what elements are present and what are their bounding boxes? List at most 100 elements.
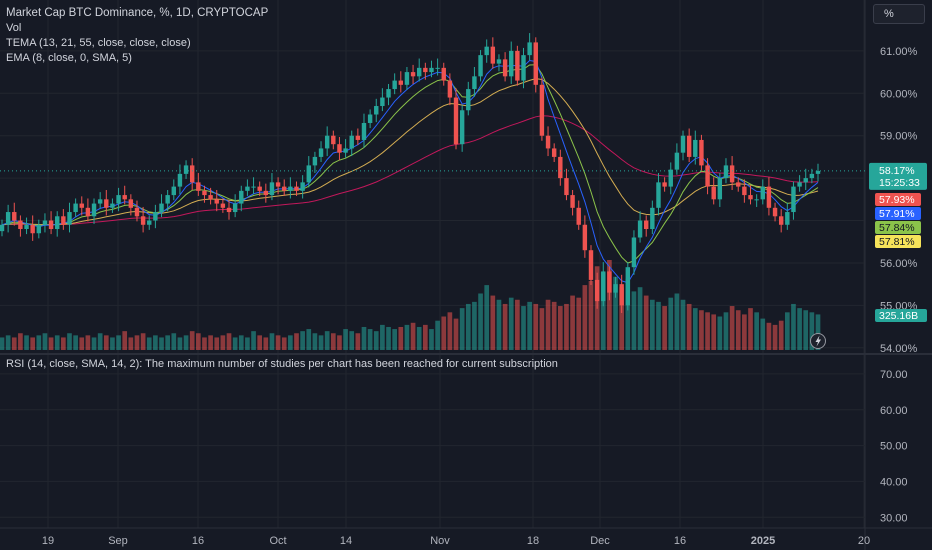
- volume-tag-label: 325.16B: [879, 310, 918, 322]
- volume-bar: [202, 337, 207, 350]
- candle-body: [680, 135, 686, 153]
- volume-bar: [91, 337, 97, 350]
- x-tick-label: Sep: [108, 535, 128, 547]
- candle-body: [723, 165, 729, 179]
- candle-body: [263, 190, 269, 196]
- candle-body: [521, 55, 526, 81]
- volume-bar: [545, 299, 551, 350]
- candle-body: [374, 106, 379, 115]
- volume-bar: [159, 337, 164, 350]
- candle-body: [644, 220, 649, 230]
- candle-body: [349, 135, 354, 149]
- volume-bar: [435, 320, 440, 350]
- volume-bar: [110, 337, 115, 350]
- volume-bar: [423, 324, 428, 350]
- volume-bar: [472, 301, 477, 350]
- candle-body: [42, 220, 48, 225]
- volume-bar: [116, 335, 121, 350]
- volume-bar: [367, 329, 373, 350]
- candle-body: [147, 220, 152, 225]
- volume-bar: [373, 331, 379, 350]
- volume-bar: [650, 299, 655, 350]
- candle-body: [613, 284, 618, 293]
- candle-body: [24, 224, 29, 230]
- candle-body: [778, 216, 784, 225]
- indicator-tag-label: 57.91%: [879, 208, 915, 220]
- candle-body: [128, 199, 134, 208]
- candle-body: [766, 186, 772, 208]
- current-price-tag: [869, 162, 927, 190]
- volume-bar: [815, 314, 821, 350]
- candle-body: [693, 139, 698, 157]
- volume-bar: [67, 333, 72, 350]
- candle-body: [435, 67, 440, 69]
- candle-body: [502, 59, 508, 77]
- volume-bar: [631, 291, 637, 350]
- candle-body: [601, 271, 606, 302]
- candle-body: [558, 156, 563, 179]
- candle-body: [459, 110, 465, 145]
- candle-body: [416, 67, 422, 77]
- volume-tag: [875, 309, 927, 322]
- candle-body: [625, 267, 631, 306]
- volume-bar: [496, 299, 502, 350]
- volume-bar: [742, 314, 747, 350]
- x-tick-label: 14: [340, 535, 352, 547]
- candle-body: [484, 46, 489, 56]
- indicator-tag-label: 57.93%: [879, 194, 915, 206]
- candle-body: [300, 182, 305, 191]
- y-tick-label: 60.00%: [880, 88, 918, 100]
- candle-body: [576, 207, 581, 225]
- candle-body: [404, 72, 410, 85]
- candle-body: [67, 212, 72, 225]
- legend-tema[interactable]: TEMA (13, 21, 55, close, close, close): [6, 37, 191, 49]
- volume-bar: [711, 314, 717, 350]
- candle-body: [318, 148, 324, 157]
- volume-bar: [165, 335, 170, 350]
- volume-bar: [386, 326, 391, 350]
- candle-body: [717, 178, 723, 200]
- legend-vol[interactable]: Vol: [6, 22, 22, 34]
- candle-body: [478, 55, 483, 77]
- volume-bar: [189, 331, 195, 350]
- candle-body: [367, 114, 373, 123]
- legend-title[interactable]: Market Cap BTC Dominance, %, 1D, CRYPTOC…: [6, 7, 269, 19]
- volume-bar: [103, 335, 109, 350]
- volume-bar: [699, 310, 704, 350]
- volume-bar: [134, 335, 140, 350]
- volume-bar: [772, 324, 778, 350]
- candle-body: [73, 203, 78, 213]
- x-tick-label: 19: [42, 535, 54, 547]
- candle-body: [337, 144, 342, 153]
- candle-body: [588, 250, 594, 280]
- volume-bar: [122, 331, 128, 350]
- candle-body: [619, 284, 624, 306]
- volume-bar: [318, 335, 324, 350]
- legend-ema[interactable]: EMA (8, close, 0, SMA, 5): [6, 52, 132, 64]
- volume-bar: [392, 329, 397, 350]
- candle-body: [594, 279, 600, 302]
- volume-bar: [791, 303, 796, 350]
- volume-bar: [97, 333, 103, 350]
- volume-bar: [637, 287, 643, 350]
- percent-scale-button[interactable]: %: [873, 4, 925, 24]
- candle-body: [110, 203, 115, 208]
- volume-bar: [324, 331, 330, 350]
- lightning-icon[interactable]: [810, 333, 826, 349]
- volume-bar: [85, 335, 91, 350]
- candle-body: [803, 178, 808, 183]
- candle-body: [5, 212, 11, 225]
- candle-body: [527, 42, 532, 56]
- candle-body: [48, 220, 54, 230]
- volume-bar: [551, 301, 557, 350]
- candle-body: [711, 186, 716, 200]
- candle-body: [214, 199, 219, 204]
- volume-bar: [674, 293, 680, 350]
- volume-bar: [557, 306, 563, 350]
- volume-bar: [140, 333, 146, 350]
- volume-bar: [533, 303, 539, 350]
- candle-body: [331, 135, 336, 145]
- candle-body: [441, 67, 446, 81]
- volume-bar: [459, 308, 465, 350]
